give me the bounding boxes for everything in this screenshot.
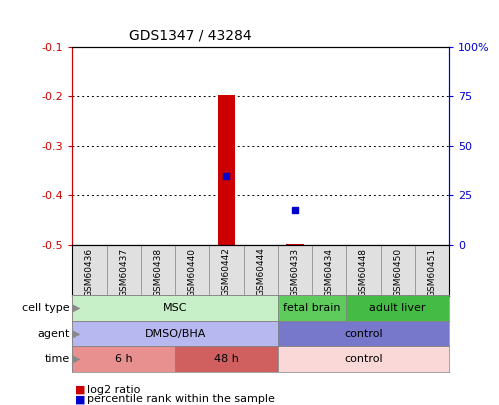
Text: GSM60442: GSM60442 xyxy=(222,247,231,296)
Text: ▶: ▶ xyxy=(73,328,81,339)
Text: GSM60440: GSM60440 xyxy=(188,247,197,296)
Bar xyxy=(278,346,449,372)
Text: cell type: cell type xyxy=(22,303,70,313)
Bar xyxy=(278,295,346,321)
Text: ▶: ▶ xyxy=(73,303,81,313)
Text: log2 ratio: log2 ratio xyxy=(87,385,141,394)
Bar xyxy=(278,321,449,346)
Text: GSM60451: GSM60451 xyxy=(428,247,437,297)
Text: MSC: MSC xyxy=(163,303,187,313)
Bar xyxy=(72,346,175,372)
Text: GSM60433: GSM60433 xyxy=(290,247,299,297)
Text: time: time xyxy=(44,354,70,364)
Text: GSM60444: GSM60444 xyxy=(256,247,265,296)
Text: 6 h: 6 h xyxy=(115,354,133,364)
Text: DMSO/BHA: DMSO/BHA xyxy=(144,328,206,339)
Text: percentile rank within the sample: percentile rank within the sample xyxy=(87,394,275,404)
Bar xyxy=(72,321,278,346)
Bar xyxy=(218,95,235,245)
Text: agent: agent xyxy=(37,328,70,339)
Text: GSM60438: GSM60438 xyxy=(154,247,163,297)
Text: GDS1347 / 43284: GDS1347 / 43284 xyxy=(129,29,251,43)
Text: GSM60437: GSM60437 xyxy=(119,247,128,297)
Text: ■: ■ xyxy=(75,385,85,394)
Bar xyxy=(175,346,278,372)
Bar xyxy=(72,295,278,321)
Text: 48 h: 48 h xyxy=(214,354,239,364)
Text: ▶: ▶ xyxy=(73,354,81,364)
Text: GSM60450: GSM60450 xyxy=(393,247,402,297)
Bar xyxy=(286,243,303,245)
Text: GSM60434: GSM60434 xyxy=(325,247,334,296)
Bar xyxy=(346,295,449,321)
Text: GSM60436: GSM60436 xyxy=(85,247,94,297)
Text: GSM60448: GSM60448 xyxy=(359,247,368,296)
Text: control: control xyxy=(344,328,383,339)
Text: ■: ■ xyxy=(75,394,85,404)
Text: fetal brain: fetal brain xyxy=(283,303,341,313)
Text: adult liver: adult liver xyxy=(369,303,426,313)
Text: control: control xyxy=(344,354,383,364)
